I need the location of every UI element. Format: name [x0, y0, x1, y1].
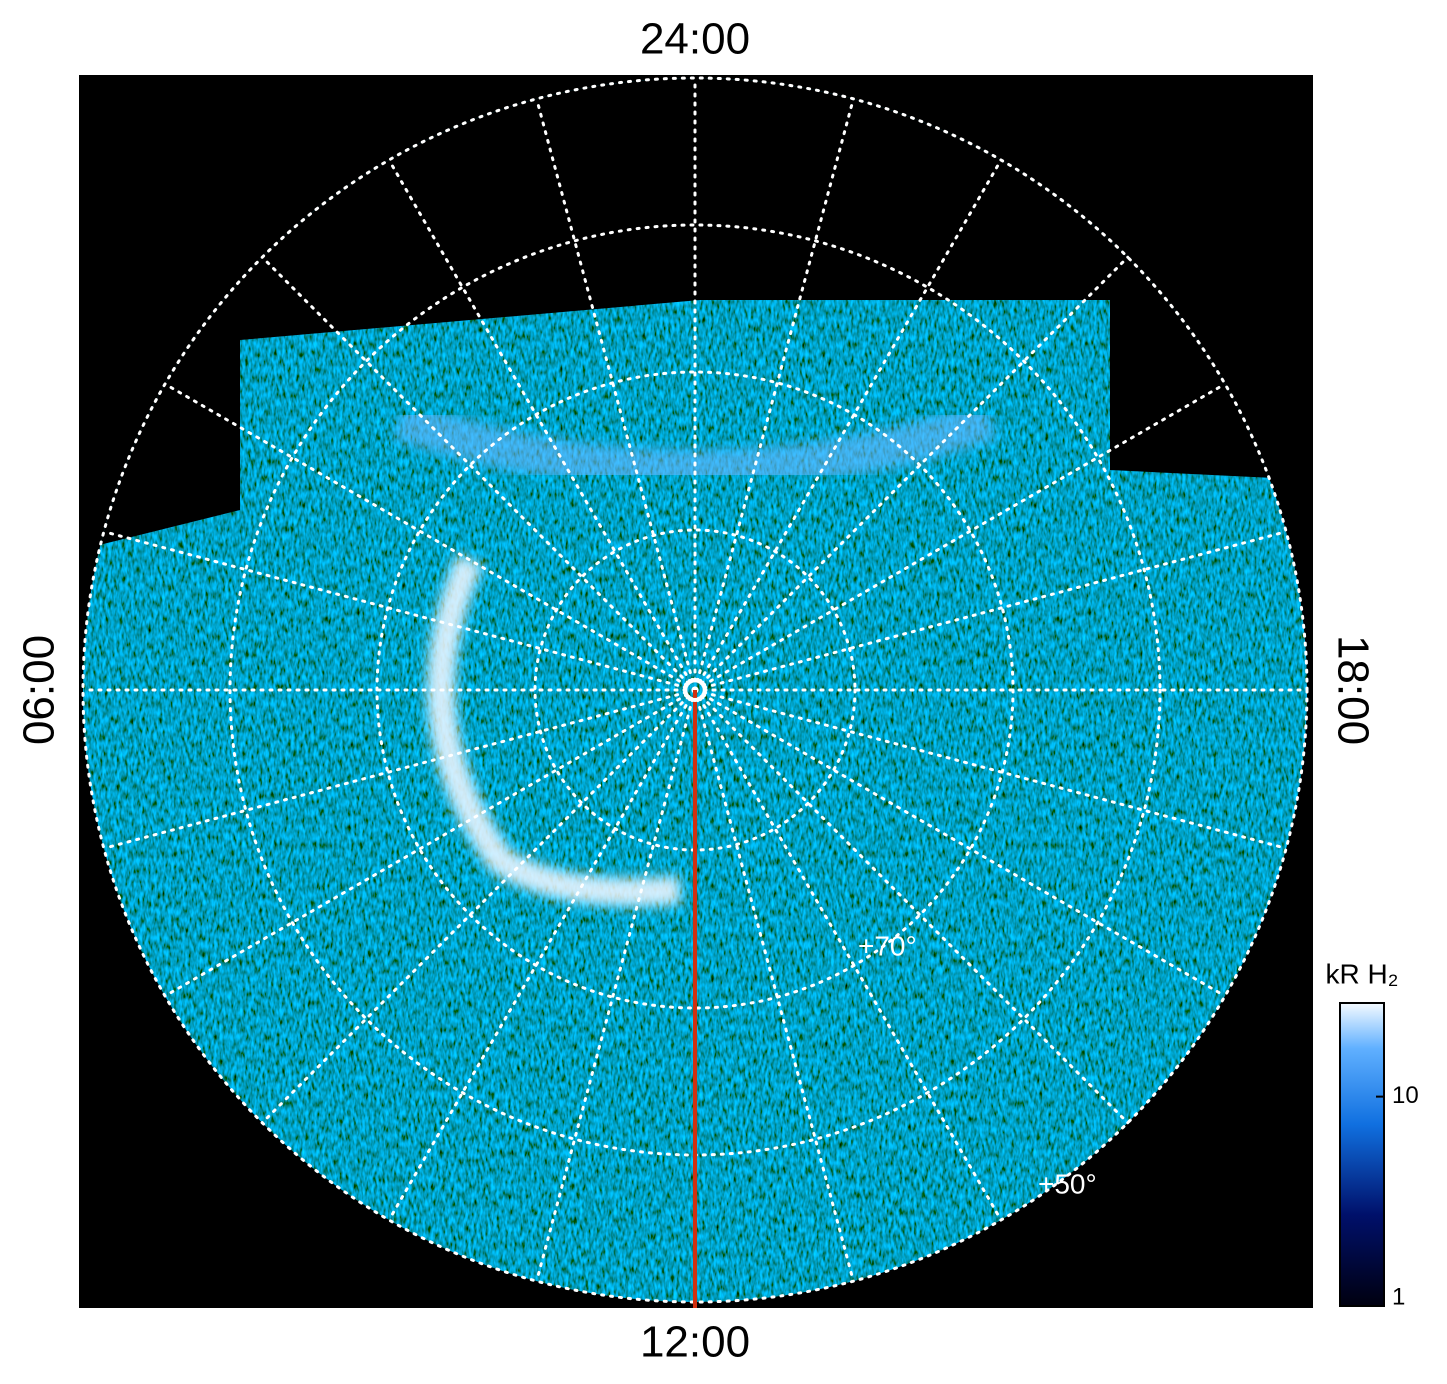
meridian-line [387, 688, 697, 1222]
meridian-line [163, 382, 697, 692]
meridian-line [693, 97, 855, 692]
meridian-line [260, 255, 697, 692]
colorbar-title: kR H₂ [1325, 958, 1398, 989]
meridian-line [693, 688, 1130, 1125]
polar-grid [81, 76, 1309, 1304]
latitude-circle [81, 76, 1309, 1304]
no-data-region [83, 78, 1307, 550]
meridian-line [693, 255, 1130, 692]
meridian-line [163, 688, 697, 998]
meridian-line [693, 688, 855, 1283]
top-label: 24:00 [640, 15, 750, 64]
meridian-line [693, 382, 1227, 692]
latitude-label: +70° [858, 930, 917, 961]
meridian-line [693, 688, 1227, 998]
meridian-line [260, 688, 697, 1125]
meridian-line [102, 688, 697, 850]
colorbar [1339, 1002, 1385, 1307]
meridian-line [693, 688, 1288, 850]
right-label: 18:00 [1328, 635, 1377, 745]
emission-band [393, 401, 997, 490]
meridian-line [535, 688, 697, 1283]
colorbar-tick-label: 1 [1392, 1283, 1405, 1310]
meridian-line [693, 688, 1003, 1222]
auroral-oval [427, 554, 682, 906]
pole-marker [683, 678, 707, 702]
meridian-line [535, 97, 697, 692]
colorbar-tick-label: 10 [1392, 1082, 1419, 1109]
colorbar-axis: 1 10 [1376, 1082, 1419, 1310]
latitude-label: +50° [1038, 1168, 1097, 1199]
meridian-line [693, 158, 1003, 692]
meridian-line [387, 158, 697, 692]
left-label: 06:00 [15, 635, 64, 745]
meridian-line [693, 530, 1288, 692]
meridian-line [102, 530, 697, 692]
bottom-label: 12:00 [640, 1318, 750, 1367]
